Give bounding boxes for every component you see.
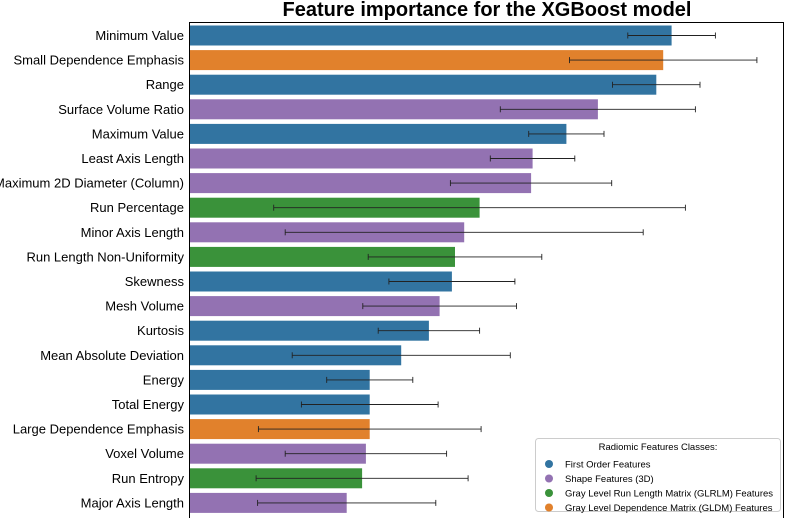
chart-title: Feature importance for the XGBoost model <box>283 0 692 21</box>
bar <box>190 173 532 194</box>
bar <box>190 148 533 169</box>
error-bar <box>449 180 613 187</box>
category-label: Mean Absolute Deviation <box>40 348 184 363</box>
category-label: Minimum Value <box>95 28 184 43</box>
category-label: Run Percentage <box>90 200 184 215</box>
error-bar <box>300 401 439 408</box>
category-label: Run Entropy <box>112 471 185 486</box>
legend-marker <box>545 474 553 483</box>
legend-title: Radiomic Features Classes: <box>599 442 718 453</box>
error-bar <box>367 253 543 260</box>
bar <box>190 369 370 390</box>
category-label: Least Axis Length <box>81 151 184 166</box>
legend-entry: Shape Features (3D) <box>545 474 654 485</box>
category-label: Total Energy <box>112 397 185 412</box>
legend-label: Shape Features (3D) <box>565 474 654 485</box>
category-label: Maximum Value <box>92 126 184 141</box>
legend-label: First Order Features <box>565 460 651 471</box>
category-label: Small Dependence Emphasis <box>13 53 184 68</box>
bar <box>190 99 598 120</box>
error-bar <box>489 155 576 162</box>
error-bar <box>291 352 511 359</box>
error-bar <box>284 450 448 457</box>
legend-entries: First Order Features Shape Features (3D) G… <box>545 460 773 514</box>
error-bar <box>377 327 481 334</box>
category-label: Minor Axis Length <box>81 225 184 240</box>
error-bar <box>528 130 605 137</box>
legend-marker <box>545 489 553 497</box>
category-labels: Minimum Value Small Dependence Emphasis Ra… <box>0 28 184 510</box>
legend-entry: Gray Level Run Length Matrix (GLRLM) Fea… <box>545 489 773 500</box>
bar <box>190 296 440 317</box>
category-label: Mesh Volume <box>105 299 184 314</box>
error-bar <box>499 106 696 113</box>
bar <box>190 246 455 267</box>
category-label: Kurtosis <box>137 323 184 338</box>
category-label: Large Dependence Emphasis <box>13 422 185 437</box>
category-label: Voxel Volume <box>105 446 184 461</box>
bar <box>190 123 567 144</box>
legend-entry: First Order Features <box>545 460 651 471</box>
category-label: Maximum 2D Diameter (Column) <box>0 176 184 191</box>
error-bar <box>284 229 644 236</box>
bar <box>190 271 452 292</box>
category-label: Run Length Non-Uniformity <box>26 249 184 264</box>
bar <box>190 74 657 95</box>
error-bars <box>255 32 758 506</box>
error-bar <box>362 303 517 310</box>
error-bar <box>569 57 758 64</box>
legend: Radiomic Features Classes: First Order F… <box>535 438 781 514</box>
legend-entry: Gray Level Dependence Matrix (GLDM) Feat… <box>545 503 773 514</box>
bar <box>190 443 366 464</box>
error-bar <box>273 204 686 211</box>
bar <box>190 50 664 71</box>
legend-box <box>535 438 781 512</box>
category-label: Surface Volume Ratio <box>58 102 184 117</box>
bar <box>190 394 370 415</box>
error-bar <box>388 278 516 285</box>
legend-label: Gray Level Run Length Matrix (GLRLM) Fea… <box>565 489 773 500</box>
category-label: Skewness <box>125 274 185 289</box>
bar <box>190 320 429 341</box>
error-bar <box>257 426 482 433</box>
legend-marker <box>545 460 553 468</box>
error-bar <box>612 81 701 88</box>
error-bar <box>255 475 469 482</box>
plot-frame <box>189 22 784 518</box>
legend-marker <box>545 503 553 512</box>
error-bar <box>326 376 414 383</box>
error-bar <box>627 32 716 39</box>
category-label: Range <box>146 77 184 92</box>
category-label: Major Axis Length <box>81 495 184 510</box>
legend-label: Gray Level Dependence Matrix (GLDM) Feat… <box>565 503 773 514</box>
category-label: Energy <box>143 372 185 387</box>
bar <box>190 25 672 46</box>
error-bar <box>257 499 437 506</box>
